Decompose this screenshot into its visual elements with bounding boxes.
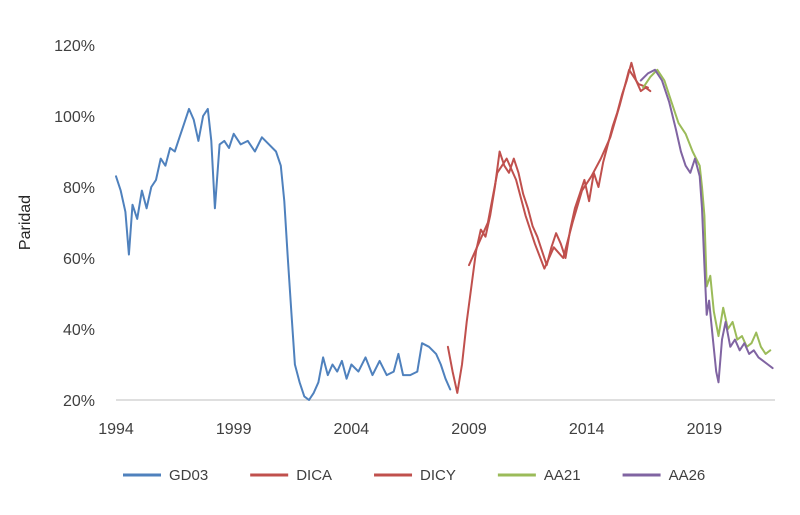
series-line-aa21: [642, 68, 772, 355]
x-tick-label: 2004: [334, 421, 370, 438]
series-line-aa26: [639, 68, 774, 384]
x-tick-label: 2009: [451, 421, 487, 438]
legend-label-dica: DICA: [296, 467, 332, 484]
legend-label-aa26: AA26: [669, 467, 706, 484]
x-tick-label: 1999: [216, 421, 252, 438]
y-tick-label: 120%: [54, 38, 95, 55]
y-tick-label: 80%: [63, 180, 95, 197]
y-tick-label: 100%: [54, 109, 95, 126]
x-tick-label: 1994: [98, 421, 134, 438]
y-axis-title: Paridad: [17, 195, 34, 250]
series-line-gd03: [115, 107, 452, 401]
series-line-dica: [446, 61, 652, 394]
x-tick-label: 2014: [569, 421, 605, 438]
legend-label-gd03: GD03: [169, 467, 208, 484]
x-axis-ticks: 1994 1999 2004 2009 2014 2019: [98, 421, 722, 438]
chart-legend: GD03 DICA DICY AA21 AA26: [123, 467, 705, 484]
y-tick-label: 20%: [63, 393, 95, 410]
y-tick-label: 40%: [63, 322, 95, 339]
y-tick-label: 60%: [63, 251, 95, 268]
y-axis-ticks: 20% 40% 60% 80% 100% 120%: [54, 38, 95, 410]
legend-label-dicy: DICY: [420, 467, 456, 484]
legend-label-aa21: AA21: [544, 467, 581, 484]
plot-area: [115, 61, 774, 401]
series-line-dicy: [468, 68, 649, 270]
x-tick-label: 2019: [687, 421, 723, 438]
